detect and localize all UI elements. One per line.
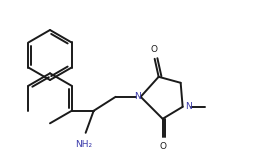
Text: O: O [159, 142, 166, 151]
Text: O: O [150, 45, 157, 54]
Text: N: N [134, 92, 141, 101]
Text: NH₂: NH₂ [75, 140, 92, 149]
Text: N: N [185, 102, 192, 111]
